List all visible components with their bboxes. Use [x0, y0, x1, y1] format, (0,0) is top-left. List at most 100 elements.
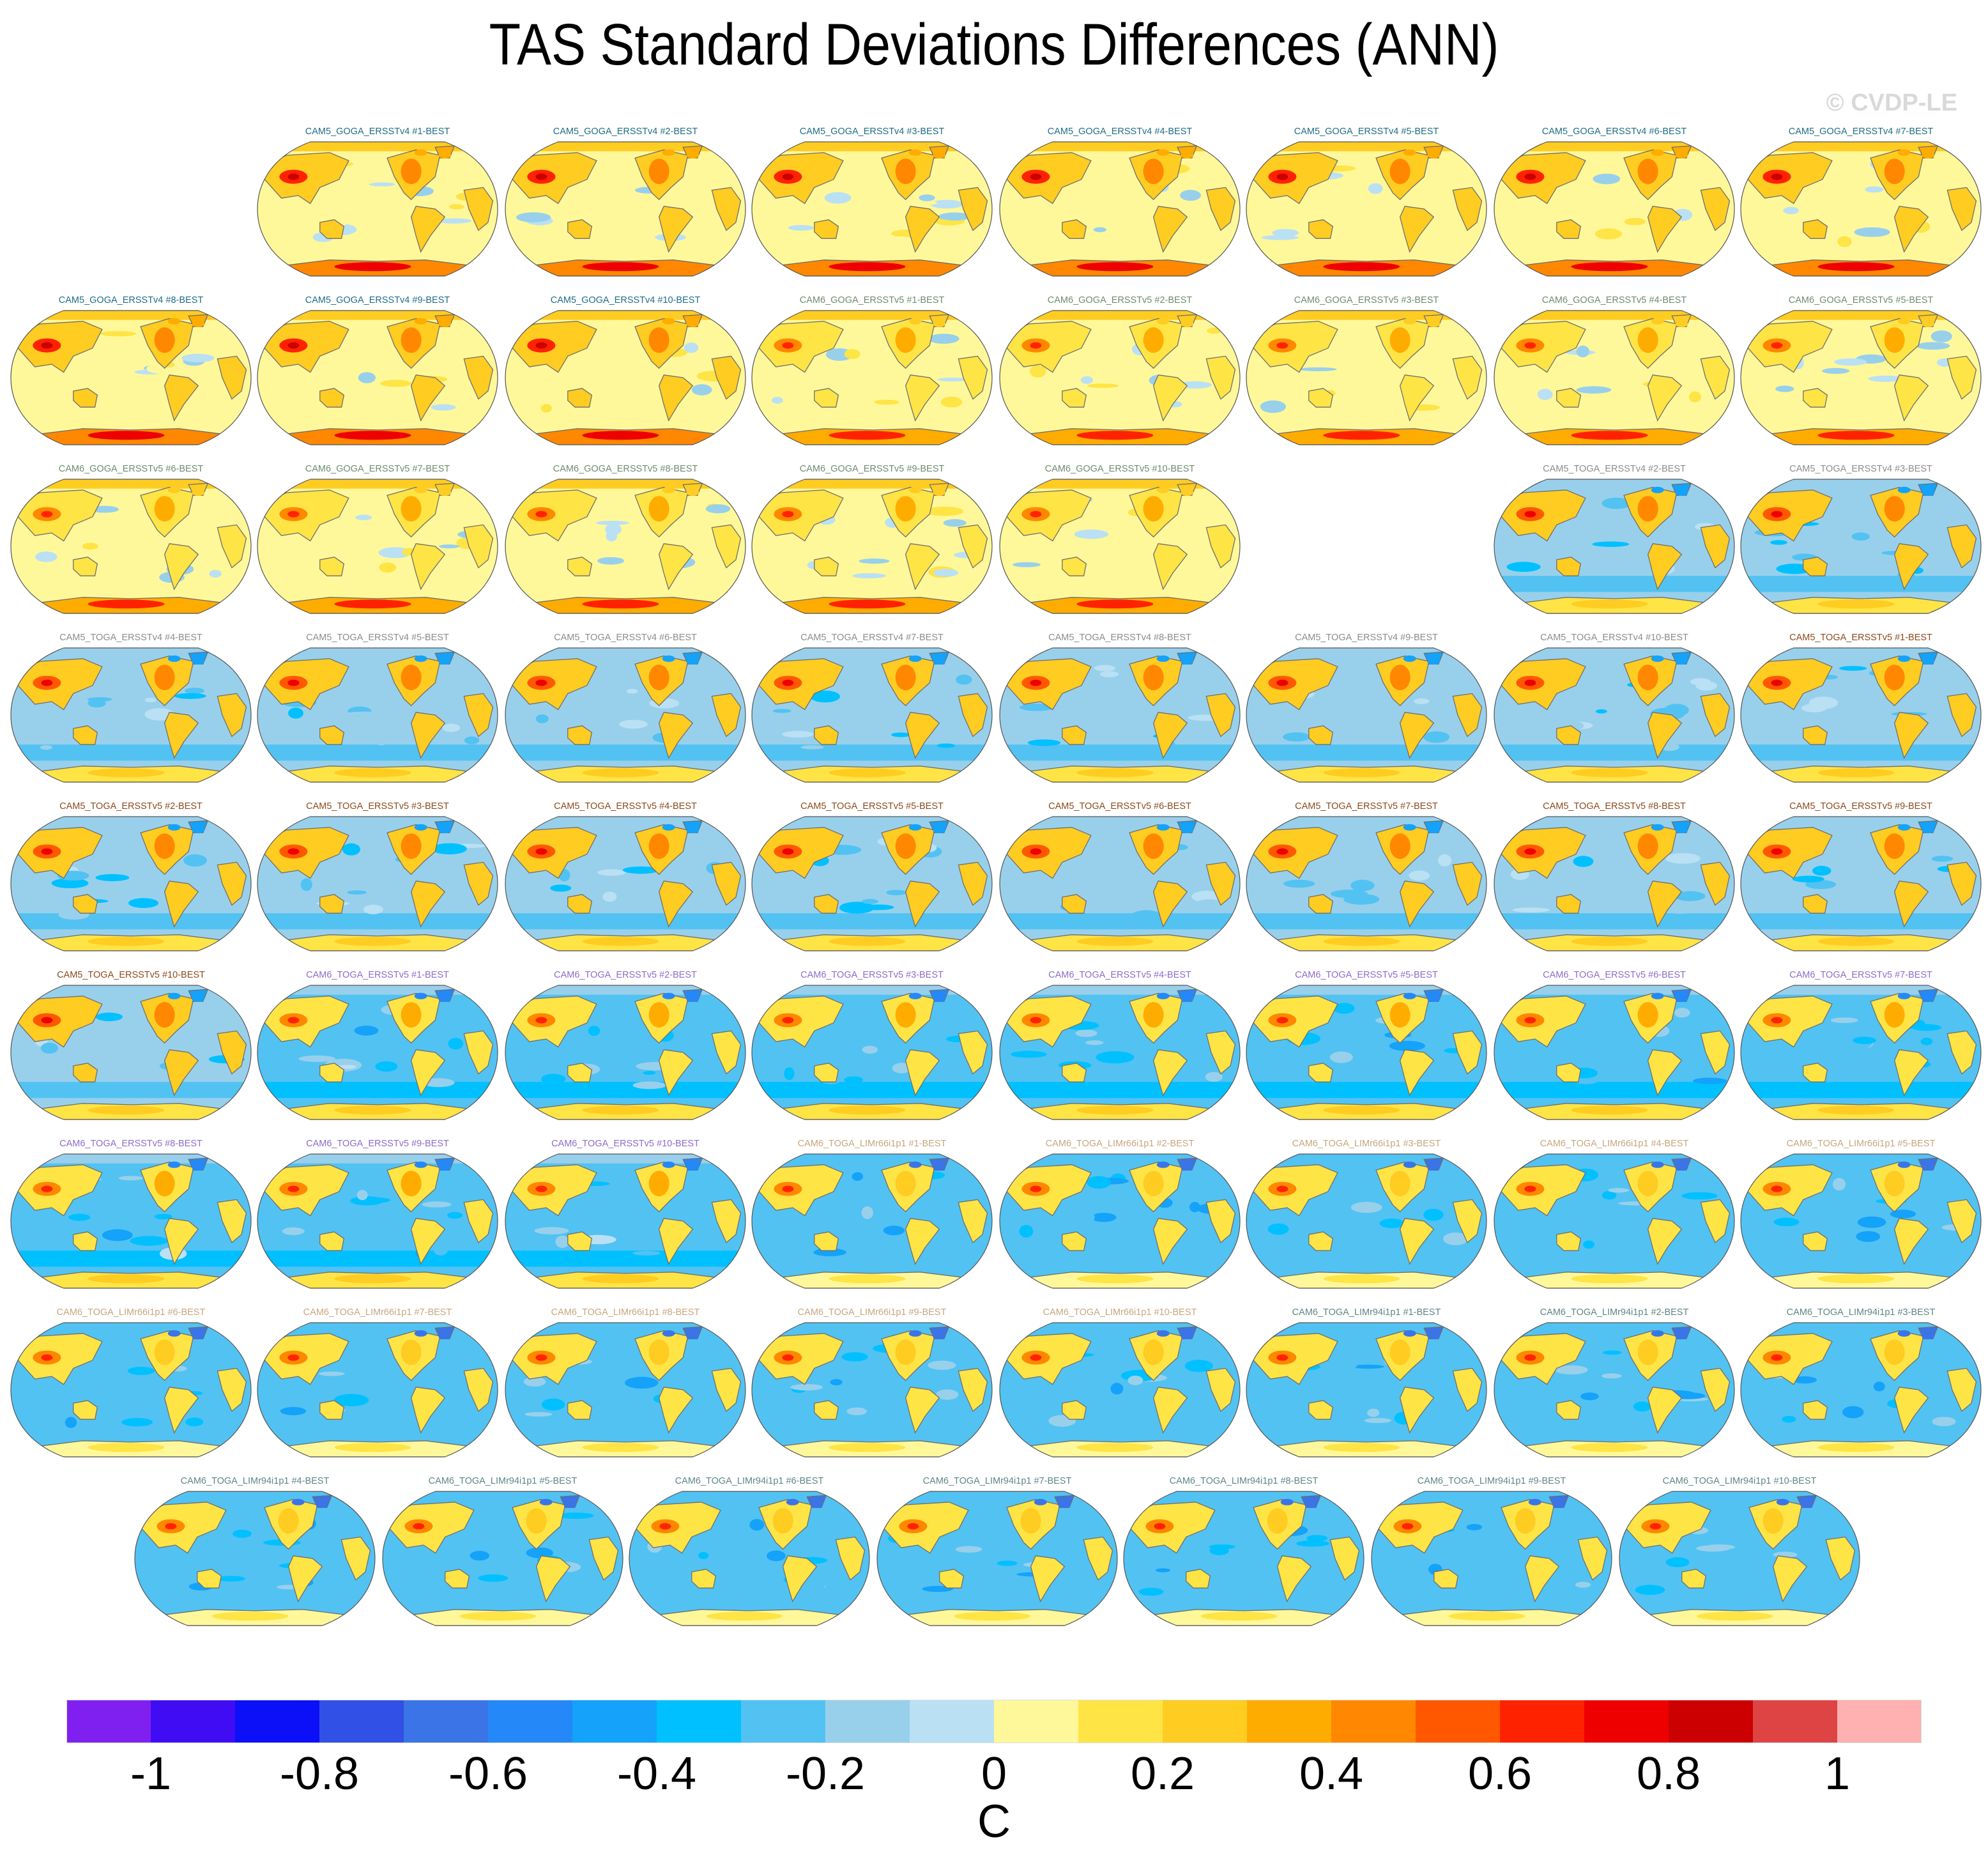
arctic-patch — [1511, 821, 1525, 828]
continent-africa — [217, 693, 247, 737]
continent-australia — [567, 388, 593, 408]
namerica-warm-region — [1143, 1339, 1164, 1366]
anomaly-blob — [1633, 1401, 1651, 1412]
arctic-patch — [1528, 1498, 1541, 1505]
continent-samerica — [1893, 712, 1929, 759]
namerica-warm-region — [648, 158, 669, 185]
anomaly-blob — [1117, 1004, 1128, 1016]
anomaly-blob — [928, 334, 960, 344]
anomaly-blob — [1180, 190, 1201, 201]
arctic-patch — [275, 484, 288, 491]
arctic-patch — [908, 318, 922, 325]
panel-title: CAM6_TOGA_LIMr66i1p1 #7-BEST — [303, 1307, 452, 1318]
arctic-patch — [1800, 1502, 1814, 1508]
map-outline — [505, 816, 746, 951]
continent-samerica — [1399, 881, 1435, 928]
colorbar-swatch — [1247, 1700, 1332, 1743]
continent-australia — [1803, 219, 1828, 239]
anomaly-blob — [1282, 732, 1311, 742]
anomaly-blob — [937, 377, 967, 381]
colorbar-tick-label: 0.4 — [1299, 1748, 1364, 1799]
continent-africa — [463, 1199, 494, 1243]
arctic-patch — [1651, 486, 1664, 493]
continent-australia — [1803, 388, 1828, 408]
continent-africa — [340, 1536, 371, 1581]
namerica-warm-region — [1020, 1508, 1041, 1534]
arctic-patch — [686, 321, 700, 327]
anomaly-blob — [766, 1550, 786, 1562]
anomaly-blob — [1582, 895, 1614, 905]
map-field — [505, 647, 746, 783]
antarctic-hotspot — [582, 431, 659, 440]
continent-samerica — [164, 881, 199, 928]
map-field — [751, 141, 993, 277]
anomaly-blob — [1030, 405, 1062, 417]
anomaly-blob — [1087, 383, 1119, 389]
anomaly-blob — [128, 898, 159, 908]
anomaly-blob — [1283, 879, 1315, 888]
anomaly-blob — [1602, 497, 1632, 509]
continent-samerica — [1893, 543, 1929, 590]
arctic-patch — [1181, 489, 1194, 496]
anomaly-blob — [298, 1055, 336, 1063]
map-outline — [505, 141, 746, 277]
asia-hotspot-core — [535, 511, 547, 518]
southern-ocean-band — [1494, 1250, 1734, 1267]
arctic-patch — [1181, 996, 1194, 1002]
map-outline — [1740, 310, 1982, 445]
panel-title: CAM6_TOGA_LIMr66i1p1 #10-BEST — [1043, 1307, 1197, 1318]
antarctic-hotspot — [582, 937, 659, 946]
anomaly-blob — [550, 884, 572, 892]
anomaly-blob — [1674, 891, 1706, 902]
anomaly-blob — [1857, 1216, 1886, 1228]
arctic-patch — [1181, 1333, 1194, 1339]
panel-title: CAM5_TOGA_ERSSTv5 #3-BEST — [306, 801, 449, 812]
arctic-patch — [1264, 990, 1277, 997]
anomaly-blob — [1580, 1392, 1599, 1401]
namerica-warm-region — [1389, 1002, 1411, 1028]
arctic-patch — [1264, 1158, 1277, 1166]
asia-hotspot-core — [1524, 1017, 1536, 1024]
anomaly-blob — [1207, 327, 1222, 334]
anomaly-blob — [431, 843, 467, 855]
anomaly-blob — [1352, 1364, 1384, 1369]
namerica-warm-region — [1884, 665, 1905, 691]
anomaly-blob — [1080, 376, 1094, 384]
colorbar-swatch — [572, 1700, 657, 1743]
southern-ocean-band — [505, 1250, 746, 1267]
arctic-patch — [1403, 992, 1416, 999]
map-outline — [134, 1491, 376, 1626]
continent-australia — [445, 1569, 470, 1589]
antarctic-hotspot — [1323, 1105, 1400, 1115]
arctic-patch — [414, 824, 427, 831]
anomaly-blob — [1379, 1219, 1405, 1229]
arctic-patch — [1922, 152, 1935, 158]
arctic-patch — [167, 1330, 181, 1337]
continent-samerica — [1647, 206, 1683, 253]
continent-samerica — [658, 206, 694, 253]
anomaly-blob — [830, 1379, 843, 1386]
map-field — [1494, 141, 1735, 277]
map-field — [134, 1491, 376, 1626]
arctic-patch — [414, 1161, 427, 1168]
panel-title: CAM6_TOGA_ERSSTv5 #3-BEST — [800, 970, 944, 980]
map-field — [257, 647, 498, 783]
arctic-patch — [1156, 824, 1170, 831]
anomaly-blob — [618, 854, 653, 867]
panel-title: CAM5_TOGA_ERSSTv4 #2-BEST — [1543, 464, 1686, 474]
arctic-patch — [933, 489, 946, 496]
namerica-warm-region — [648, 665, 669, 691]
anomaly-blob — [622, 866, 660, 874]
anomaly-blob — [1932, 1417, 1956, 1427]
continent-africa — [1700, 693, 1731, 737]
anomaly-blob — [183, 854, 207, 867]
asia-hotspot-core — [287, 679, 300, 686]
continent-samerica — [1152, 206, 1188, 253]
arctic-patch — [1017, 146, 1030, 153]
map-outline — [999, 141, 1241, 277]
arctic-patch — [1304, 1502, 1318, 1508]
map-field — [10, 1153, 252, 1289]
arctic-patch — [192, 321, 205, 327]
arctic-patch — [1651, 318, 1664, 325]
anomaly-blob — [956, 674, 972, 685]
